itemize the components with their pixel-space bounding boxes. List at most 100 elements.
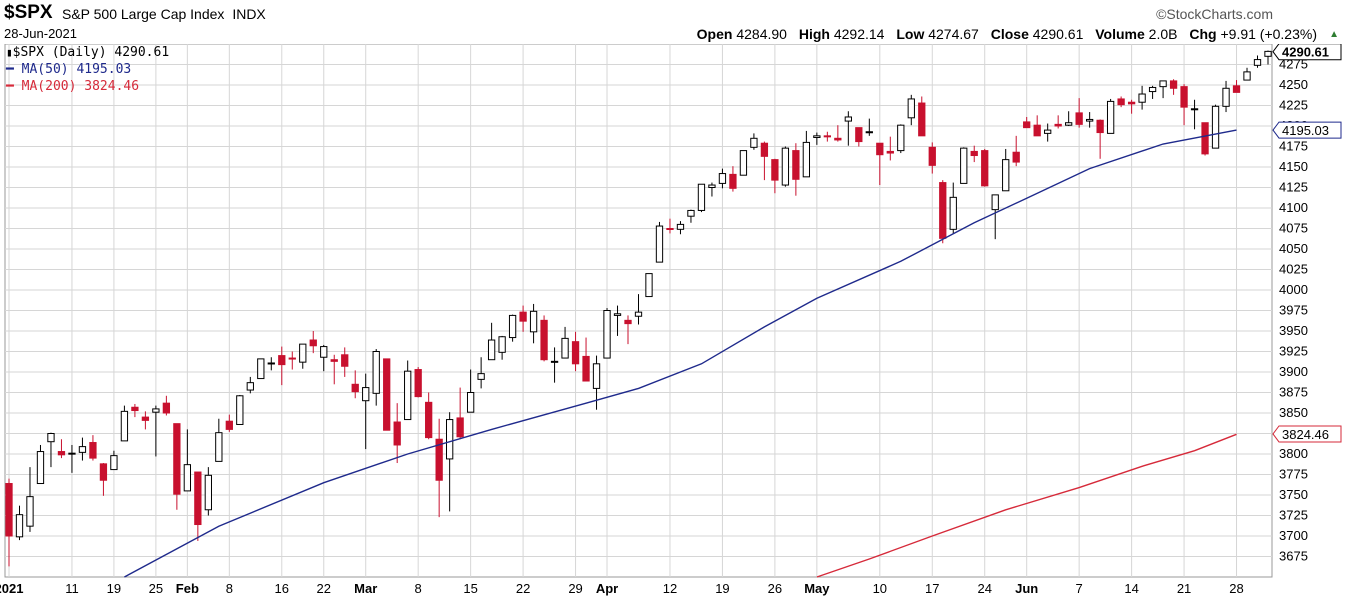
candle	[540, 315, 548, 362]
brand-logo[interactable]: ©StockCharts.com	[1156, 6, 1273, 22]
candle	[844, 111, 852, 146]
candle-body	[152, 408, 160, 413]
candle-body	[330, 359, 338, 362]
candle-body	[571, 341, 580, 365]
candle	[561, 326, 569, 359]
candle-body	[550, 360, 559, 363]
candle	[456, 387, 464, 440]
candle-body	[26, 496, 34, 527]
x-tick-label: Feb	[176, 581, 199, 596]
low-label: Low	[896, 26, 925, 42]
candle	[299, 343, 307, 369]
candle-body	[1085, 118, 1094, 122]
candle-body	[1023, 121, 1031, 129]
candle-body	[1138, 93, 1146, 103]
candle-body	[236, 395, 244, 425]
y-tick-label: 3775	[1279, 467, 1308, 482]
candle	[477, 357, 485, 389]
candle	[760, 141, 769, 181]
candle-body	[498, 336, 506, 353]
high-value: 4292.14	[833, 26, 885, 42]
candle	[425, 392, 433, 440]
candle-body	[949, 196, 957, 230]
candle-body	[813, 135, 821, 138]
volume-label: Volume	[1095, 26, 1145, 42]
candle-body	[99, 463, 108, 481]
candle-body	[561, 337, 569, 359]
candle	[110, 450, 118, 471]
candle	[582, 337, 590, 382]
candle-body	[456, 417, 464, 438]
candle-body	[886, 150, 894, 154]
y-tick-label: 4250	[1279, 77, 1308, 92]
symbol[interactable]: $SPX	[4, 2, 53, 23]
high-label: High	[798, 26, 830, 42]
chart-header: $SPX S&P 500 Large Cap Index INDX 28-Jun…	[0, 0, 1345, 44]
x-tick-label: 11	[65, 581, 79, 596]
candle	[414, 367, 422, 398]
x-tick-label: 24	[977, 581, 991, 596]
candle	[876, 142, 884, 186]
line-swatch-icon: ━	[6, 62, 14, 77]
candle-body	[110, 455, 118, 471]
candle-body	[246, 382, 254, 391]
candle	[236, 394, 244, 425]
candle-body	[120, 410, 129, 442]
candle	[267, 357, 275, 371]
legend-price-label: $SPX (Daily) 4290.61	[12, 45, 170, 60]
candle	[68, 444, 76, 473]
candle-body	[36, 451, 45, 485]
x-tick-label: Mar	[354, 581, 377, 596]
candle	[1190, 99, 1199, 130]
price-chart[interactable]: 3675370037253750377538003825385038753900…	[0, 44, 1345, 599]
candle-body	[1127, 101, 1136, 105]
candle	[1159, 80, 1167, 99]
candle	[918, 96, 926, 137]
candle-body	[47, 433, 55, 443]
candle	[372, 349, 380, 406]
change-value: +9.91 (+0.23%)	[1220, 26, 1317, 42]
candle-body	[708, 184, 716, 188]
x-tick-label: 26	[768, 581, 782, 596]
candle-body	[1054, 123, 1062, 127]
candle-body	[823, 135, 831, 138]
candle-body	[183, 464, 192, 492]
y-tick-label: 3850	[1279, 405, 1308, 420]
candle	[393, 403, 401, 464]
candle	[1169, 79, 1178, 95]
candle-body	[466, 392, 475, 413]
candle-body	[582, 355, 590, 382]
candle-body	[173, 423, 181, 495]
x-tick-label: 19	[107, 581, 121, 596]
candle-body	[1222, 87, 1230, 107]
candle-body	[960, 147, 968, 184]
x-tick-label: Jun	[1015, 581, 1038, 596]
candle-body	[68, 452, 76, 455]
candle	[1075, 98, 1083, 128]
legend-ma200: ━ MA(200) 3824.46	[6, 79, 139, 94]
candle-body	[970, 150, 978, 157]
y-tick-label: 4000	[1279, 282, 1308, 297]
candle-body	[834, 137, 842, 141]
ohlc-readout: Open 4284.90 High 4292.14 Low 4274.67 Cl…	[697, 26, 1317, 42]
candle-body	[1148, 86, 1157, 93]
y-tick-label: 4075	[1279, 221, 1308, 236]
candle	[330, 354, 338, 385]
x-tick-label: Apr	[596, 581, 618, 596]
candle-body	[1211, 105, 1220, 149]
candle-body	[351, 383, 359, 393]
candle-body	[383, 358, 391, 431]
candle-body	[760, 142, 769, 157]
x-tick-label: 22	[317, 581, 331, 596]
x-tick-label: 2021	[0, 581, 23, 596]
y-tick-label: 3750	[1279, 487, 1308, 502]
close-value: 4290.61	[1032, 26, 1084, 42]
candle-body	[131, 406, 139, 412]
candle-body	[1096, 119, 1104, 134]
candle-body	[267, 362, 275, 365]
candle-body	[529, 310, 538, 333]
y-tick-label: 3925	[1279, 344, 1308, 359]
low-value: 4274.67	[928, 26, 979, 42]
candle	[928, 142, 936, 174]
candle-body	[446, 419, 454, 460]
